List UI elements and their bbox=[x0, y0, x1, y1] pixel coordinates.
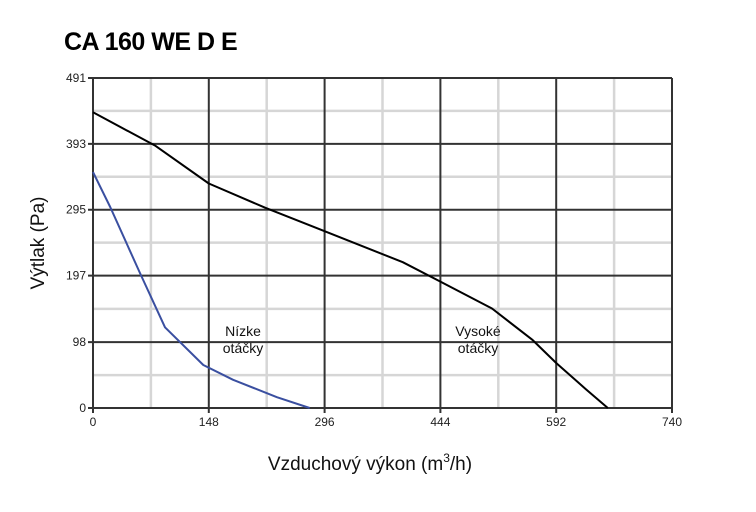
x-axis-label: Vzduchový výkon (m3/h) bbox=[268, 451, 472, 475]
x-tick-label: 592 bbox=[546, 415, 566, 429]
y-tick-label: 393 bbox=[66, 137, 86, 151]
y-tick-label: 491 bbox=[66, 71, 86, 85]
y-axis-label: Výtlak (Pa) bbox=[28, 197, 49, 290]
series-annotation: Nízke bbox=[225, 323, 261, 339]
x-axis-label-main: Vzduchový výkon (m bbox=[268, 454, 443, 475]
x-axis-label-end: /h) bbox=[450, 454, 472, 475]
y-tick-label: 98 bbox=[73, 335, 87, 349]
series-annotation: otáčky bbox=[458, 340, 498, 356]
x-tick-label: 740 bbox=[662, 415, 682, 429]
y-tick-label: 0 bbox=[79, 401, 86, 415]
x-tick-label: 444 bbox=[430, 415, 450, 429]
series-annotation: Vysoké bbox=[455, 323, 501, 339]
series-line-low-speed bbox=[92, 171, 311, 409]
x-axis-label-sup: 3 bbox=[443, 451, 450, 465]
x-tick-label: 148 bbox=[199, 415, 219, 429]
x-tick-label: 296 bbox=[315, 415, 335, 429]
x-tick-label: 0 bbox=[90, 415, 97, 429]
y-tick-label: 295 bbox=[66, 203, 86, 217]
y-tick-label: 197 bbox=[66, 269, 86, 283]
series-line-high-speed bbox=[92, 111, 609, 409]
chart-title: CA 160 WE D E bbox=[64, 28, 238, 56]
series-annotation: otáčky bbox=[223, 340, 263, 356]
